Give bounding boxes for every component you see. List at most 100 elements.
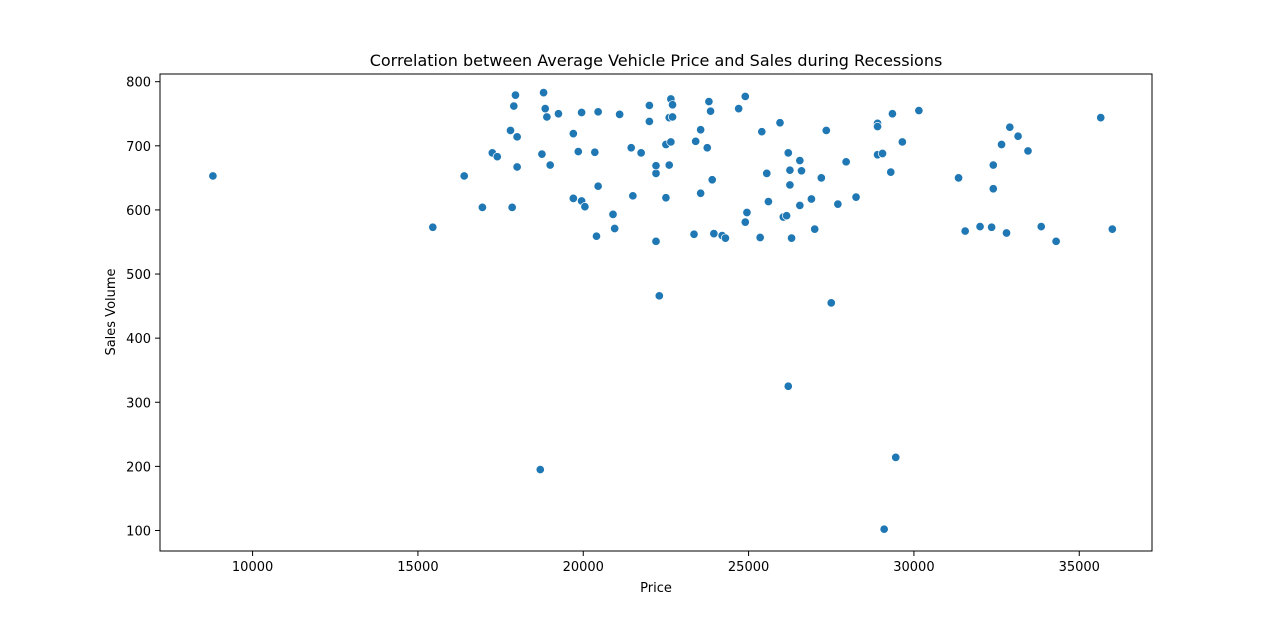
data-point <box>783 381 793 391</box>
data-point <box>960 226 970 236</box>
data-point <box>833 199 843 209</box>
data-point <box>851 192 861 202</box>
data-point <box>651 168 661 178</box>
x-tick-label: 30000 <box>893 560 934 575</box>
data-point <box>610 223 620 234</box>
data-point <box>628 191 638 201</box>
x-tick-label: 25000 <box>728 560 769 575</box>
data-point <box>775 118 785 128</box>
x-axis: 10000 15000 20000 25000 30000 35000 <box>232 551 1100 575</box>
data-point <box>742 207 752 218</box>
data-point <box>1107 224 1117 234</box>
data-point <box>615 109 625 119</box>
data-point <box>987 222 997 232</box>
data-point <box>667 100 678 110</box>
data-point <box>734 104 744 114</box>
data-point <box>914 105 924 116</box>
x-axis-label: Price <box>640 581 672 596</box>
data-point <box>755 232 765 243</box>
data-point <box>644 116 654 126</box>
data-point <box>509 101 519 111</box>
data-point <box>806 194 816 204</box>
data-point <box>626 143 636 153</box>
data-point <box>826 298 836 308</box>
y-tick-label: 400 <box>126 332 151 347</box>
plot-frame <box>159 73 1153 552</box>
data-point <box>477 202 487 212</box>
data-point <box>841 157 851 167</box>
y-axis-label: Sales Volume <box>104 268 119 355</box>
data-point <box>689 229 699 239</box>
data-point <box>428 222 438 232</box>
data-point <box>821 125 831 135</box>
data-point <box>891 452 901 462</box>
data-point <box>654 291 664 301</box>
y-tick-label: 700 <box>126 140 151 155</box>
data-point <box>975 222 985 232</box>
data-point <box>512 132 522 142</box>
data-point <box>512 162 522 172</box>
data-point <box>492 152 502 162</box>
data-point <box>1005 122 1015 132</box>
data-point <box>591 231 602 241</box>
data-point <box>810 224 820 234</box>
data-point <box>651 161 661 171</box>
data-point <box>740 217 750 227</box>
data-point <box>757 127 767 137</box>
data-point <box>879 524 889 534</box>
data-point <box>785 165 795 175</box>
chart-title: Correlation between Average Vehicle Pric… <box>370 51 943 70</box>
data-point <box>816 173 826 183</box>
data-point <box>208 171 218 181</box>
data-point <box>709 229 719 239</box>
data-point <box>593 181 603 191</box>
data-point <box>691 136 701 146</box>
data-point <box>573 147 583 157</box>
data-point <box>568 193 578 203</box>
data-point <box>580 202 590 212</box>
data-point <box>785 180 795 190</box>
data-point <box>696 125 706 135</box>
data-point <box>1013 131 1023 141</box>
y-tick-label: 200 <box>126 460 151 475</box>
data-point <box>542 112 552 122</box>
data-point <box>706 106 716 116</box>
data-point <box>796 166 807 176</box>
y-tick-label: 300 <box>126 396 151 411</box>
data-point <box>897 137 907 147</box>
x-tick-label: 20000 <box>563 560 604 575</box>
data-point <box>696 188 706 198</box>
x-tick-label: 15000 <box>397 560 438 575</box>
data-point <box>787 233 797 243</box>
data-point <box>577 107 587 118</box>
data-point <box>996 139 1007 150</box>
data-point <box>988 160 998 170</box>
data-point <box>651 236 661 246</box>
data-point <box>762 168 772 178</box>
data-point <box>593 107 603 117</box>
data-point <box>553 109 564 119</box>
x-tick-label: 35000 <box>1059 560 1100 575</box>
data-point <box>664 160 674 170</box>
data-point <box>666 137 676 147</box>
data-point <box>872 122 883 132</box>
data-point <box>782 211 792 221</box>
data-point <box>954 173 964 183</box>
data-point <box>507 202 517 212</box>
data-point <box>1023 146 1033 156</box>
data-point <box>740 91 750 101</box>
data-point <box>1036 222 1046 232</box>
data-point <box>1096 113 1106 123</box>
data-point <box>537 149 547 159</box>
data-point <box>795 156 805 166</box>
data-point <box>720 233 730 243</box>
data-point <box>704 97 714 107</box>
data-point <box>783 148 793 158</box>
y-axis: 100 200 300 400 500 600 700 800 <box>126 76 160 539</box>
x-tick-label: 10000 <box>232 560 273 575</box>
data-point <box>535 465 545 475</box>
data-point <box>795 200 805 210</box>
data-point <box>886 167 896 177</box>
data-point <box>459 171 469 181</box>
